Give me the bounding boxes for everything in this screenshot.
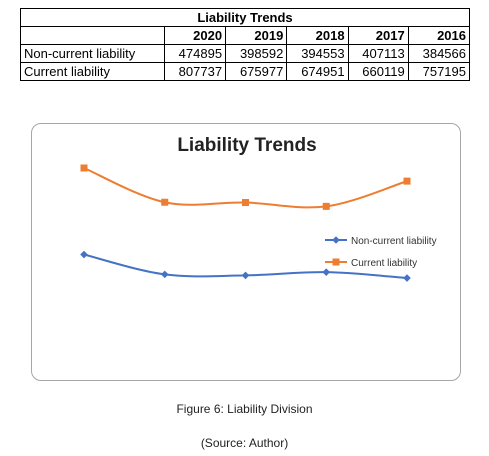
table-cell: 757195 [407, 62, 471, 81]
table-cell: 407113 [347, 44, 409, 63]
table-row: Non-current liability 474895 398592 3945… [20, 44, 471, 63]
year-header: 2020 [163, 26, 227, 45]
data-point [322, 202, 330, 210]
legend-marker [332, 258, 340, 266]
chart-title: Liability Trends [177, 135, 316, 156]
year-header: 2018 [286, 26, 349, 45]
data-point [242, 199, 249, 207]
data-point [80, 164, 88, 172]
year-header: 2019 [225, 26, 288, 45]
data-point [160, 270, 169, 279]
table-cell: 674951 [286, 62, 349, 81]
table-header-row: 2020 2019 2018 2017 2016 [20, 26, 471, 45]
table-cell: 384566 [407, 44, 471, 63]
table-title: Liability Trends [20, 8, 470, 27]
table-cell: 394553 [286, 44, 349, 63]
year-header: 2017 [347, 26, 409, 45]
data-point [161, 198, 169, 206]
table-cell: 474895 [163, 44, 227, 63]
row-label: Current liability [20, 62, 165, 81]
data-point [403, 274, 411, 282]
legend-marker [332, 236, 340, 244]
line-chart: Liability Trends Non-current liability Cu… [80, 135, 437, 282]
data-point [322, 268, 331, 276]
figure-caption: Figure 6: Liability Division [176, 402, 313, 416]
table-cell: 398592 [225, 44, 288, 63]
data-point [80, 250, 88, 259]
table-cell: 675977 [225, 62, 288, 81]
table-row: Current liability 807737 675977 674951 6… [20, 62, 471, 81]
legend-label: Current liability [351, 258, 417, 269]
table-corner-cell [20, 26, 165, 45]
chart-container: Liability Trends Non-current liability Cu… [31, 123, 461, 381]
legend-label: Non-current liability [351, 236, 437, 247]
table-cell: 660119 [347, 62, 409, 81]
data-point [403, 177, 411, 185]
liability-table: Liability Trends 2020 2019 2018 2017 201… [20, 8, 471, 81]
data-point [241, 271, 250, 280]
source-caption: (Source: Author) [200, 436, 289, 450]
year-header: 2016 [407, 26, 471, 45]
row-label: Non-current liability [20, 44, 165, 63]
table-cell: 807737 [163, 62, 227, 81]
